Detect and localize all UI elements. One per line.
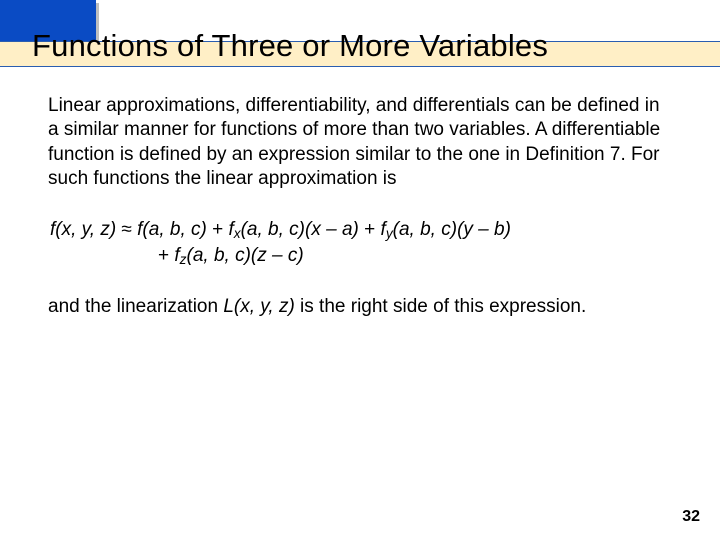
closing-L: L: [223, 296, 234, 317]
formula-fx: f: [228, 219, 233, 240]
formula-line-2: + fz(a, b, c)(z – c): [50, 243, 672, 269]
intro-paragraph: Linear approximations, differentiability…: [48, 94, 672, 191]
formula-abc-2: (a, b, c): [241, 219, 305, 240]
formula-term-xa: (x – a): [305, 219, 359, 240]
closing-paragraph: and the linearization L(x, y, z) is the …: [48, 295, 672, 319]
formula-fz: f: [174, 245, 179, 266]
linear-approximation-formula: f(x, y, z) ≈ f(a, b, c) + fx(a, b, c)(x …: [48, 217, 672, 269]
formula-fy-sub: y: [386, 226, 393, 241]
formula-plus-1: +: [207, 219, 229, 240]
formula-abc-1: (a, b, c): [142, 219, 206, 240]
closing-L-args: (x, y, z): [234, 296, 295, 317]
title-banner: Functions of Three or More Variables: [0, 0, 720, 70]
formula-args-xyz: (x, y, z): [55, 219, 116, 240]
closing-pre: and the linearization: [48, 296, 223, 317]
page-title: Functions of Three or More Variables: [32, 28, 700, 64]
closing-post: is the right side of this expression.: [295, 296, 586, 317]
formula-term-zc: (z – c): [251, 245, 304, 266]
formula-term-yb: (y – b): [457, 219, 511, 240]
formula-abc-4: (a, b, c): [187, 245, 251, 266]
formula-fz-sub: z: [180, 252, 187, 267]
formula-approx-symbol: ≈: [116, 219, 137, 240]
formula-plus-3: +: [158, 245, 174, 266]
title-region: Functions of Three or More Variables: [0, 8, 720, 70]
formula-fx-sub: x: [234, 226, 241, 241]
content-area: Linear approximations, differentiability…: [0, 70, 720, 319]
title-rule-bottom: [0, 66, 720, 67]
page-number: 32: [682, 508, 700, 526]
formula-plus-2: +: [359, 219, 381, 240]
formula-abc-3: (a, b, c): [393, 219, 457, 240]
